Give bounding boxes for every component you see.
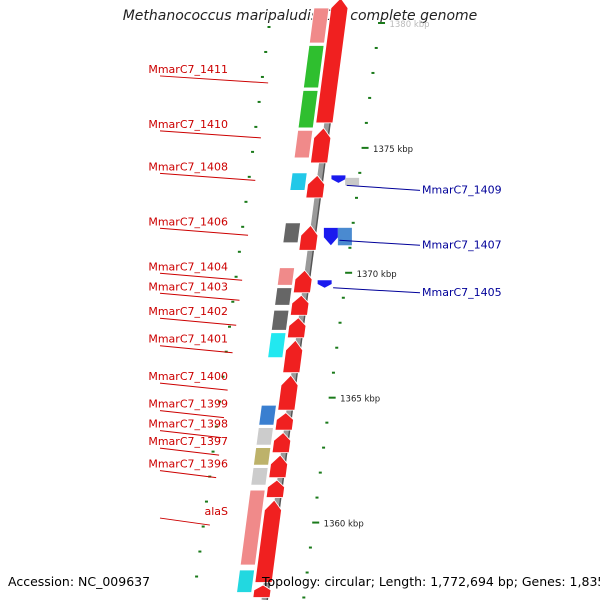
leader-line-right bbox=[333, 287, 421, 294]
gene-arrow-plus bbox=[298, 224, 319, 251]
gene-block-minus bbox=[253, 447, 272, 466]
gene-arrow-plus bbox=[315, 0, 349, 124]
gene-arrow-plus bbox=[305, 174, 326, 199]
gene-arrow-plus bbox=[282, 339, 304, 374]
leader-line-left bbox=[159, 470, 217, 479]
gene-block-minus bbox=[270, 309, 290, 331]
accession-label: Accession: NC_009637 bbox=[8, 574, 151, 589]
gene-block-minus bbox=[282, 222, 301, 244]
leader-line-left bbox=[159, 517, 210, 526]
gene-arrow-plus bbox=[271, 432, 292, 454]
leader-line-left bbox=[159, 130, 261, 139]
leader-line-left bbox=[159, 172, 256, 181]
gene-label-right: MmarC7_1405 bbox=[422, 286, 502, 299]
gene-block-outer bbox=[345, 177, 360, 186]
map-title: Methanococcus maripaludis C7, complete g… bbox=[122, 8, 478, 24]
gene-block-minus bbox=[302, 45, 325, 89]
kbp-label: 1365 kbp bbox=[340, 395, 380, 405]
gene-arrow-plus bbox=[268, 454, 289, 479]
gene-block-minus bbox=[255, 427, 274, 446]
gene-block-minus bbox=[267, 332, 287, 359]
kbp-label: 1380 kbp bbox=[389, 20, 429, 30]
gene-arrow-plus bbox=[292, 269, 313, 294]
leader-line-left bbox=[159, 430, 222, 439]
gene-arrow-outer bbox=[323, 227, 338, 246]
gene-arrow-plus bbox=[254, 499, 282, 583]
gene-label-left: MmarC7_1408 bbox=[148, 160, 228, 173]
gene-block-minus bbox=[289, 172, 308, 191]
gene-label-left: MmarC7_1402 bbox=[148, 305, 228, 318]
gene-label-right: MmarC7_1407 bbox=[422, 238, 502, 251]
leader-line-left bbox=[159, 345, 233, 354]
leader-line-left bbox=[159, 410, 225, 419]
gene-label-left: MmarC7_1399 bbox=[148, 398, 228, 411]
gene-arrow-plus bbox=[277, 374, 299, 411]
gene-arrow-plus bbox=[265, 479, 285, 498]
genome-summary: Topology: circular; Length: 1,772,694 bp… bbox=[262, 574, 600, 589]
leader-line-left bbox=[159, 382, 228, 391]
gene-arrow-plus bbox=[310, 127, 332, 164]
gene-label-left: alaS bbox=[204, 505, 228, 518]
gene-label-left: MmarC7_1398 bbox=[148, 418, 228, 431]
gene-block-outer bbox=[337, 227, 352, 246]
leader-line-right bbox=[339, 239, 421, 246]
gene-arrow-outer bbox=[317, 280, 332, 288]
gene-label-left: MmarC7_1406 bbox=[148, 215, 228, 228]
gene-label-left: MmarC7_1397 bbox=[148, 435, 228, 448]
gene-block-minus bbox=[276, 267, 296, 286]
kbp-label: 1375 kbp bbox=[373, 145, 413, 155]
gene-label-right: MmarC7_1409 bbox=[422, 183, 502, 196]
gene-block-minus bbox=[250, 467, 269, 486]
gene-arrow-plus bbox=[252, 584, 272, 598]
gene-block-minus bbox=[293, 129, 314, 159]
leader-line-left bbox=[159, 447, 220, 456]
gene-label-left: MmarC7_1404 bbox=[148, 260, 228, 273]
kbp-label: 1360 kbp bbox=[324, 520, 364, 530]
gene-label-left: MmarC7_1403 bbox=[148, 280, 228, 293]
gene-block-minus bbox=[239, 489, 266, 566]
gene-block-minus bbox=[297, 90, 319, 129]
gene-label-left: MmarC7_1411 bbox=[148, 63, 228, 76]
leader-line-right bbox=[346, 184, 421, 191]
leader-line-left bbox=[159, 292, 240, 301]
gene-block-minus bbox=[308, 7, 330, 44]
gene-label-left: MmarC7_1396 bbox=[148, 458, 228, 471]
gene-label-left: MmarC7_1400 bbox=[148, 370, 228, 383]
gene-arrow-plus bbox=[289, 294, 310, 316]
leader-line-left bbox=[159, 75, 269, 84]
gene-label-left: MmarC7_1410 bbox=[148, 118, 228, 131]
leader-line-left bbox=[159, 227, 249, 236]
gene-block-minus bbox=[258, 404, 277, 426]
gene-block-minus bbox=[236, 569, 256, 593]
gene-arrow-plus bbox=[286, 317, 307, 339]
gene-label-left: MmarC7_1401 bbox=[148, 333, 228, 346]
leader-line-left bbox=[159, 272, 243, 281]
gene-arrow-outer bbox=[331, 175, 346, 183]
gene-arrow-plus bbox=[274, 412, 294, 431]
leader-line-left bbox=[159, 317, 237, 326]
gene-block-minus bbox=[274, 287, 293, 306]
kbp-label: 1370 kbp bbox=[357, 270, 397, 280]
